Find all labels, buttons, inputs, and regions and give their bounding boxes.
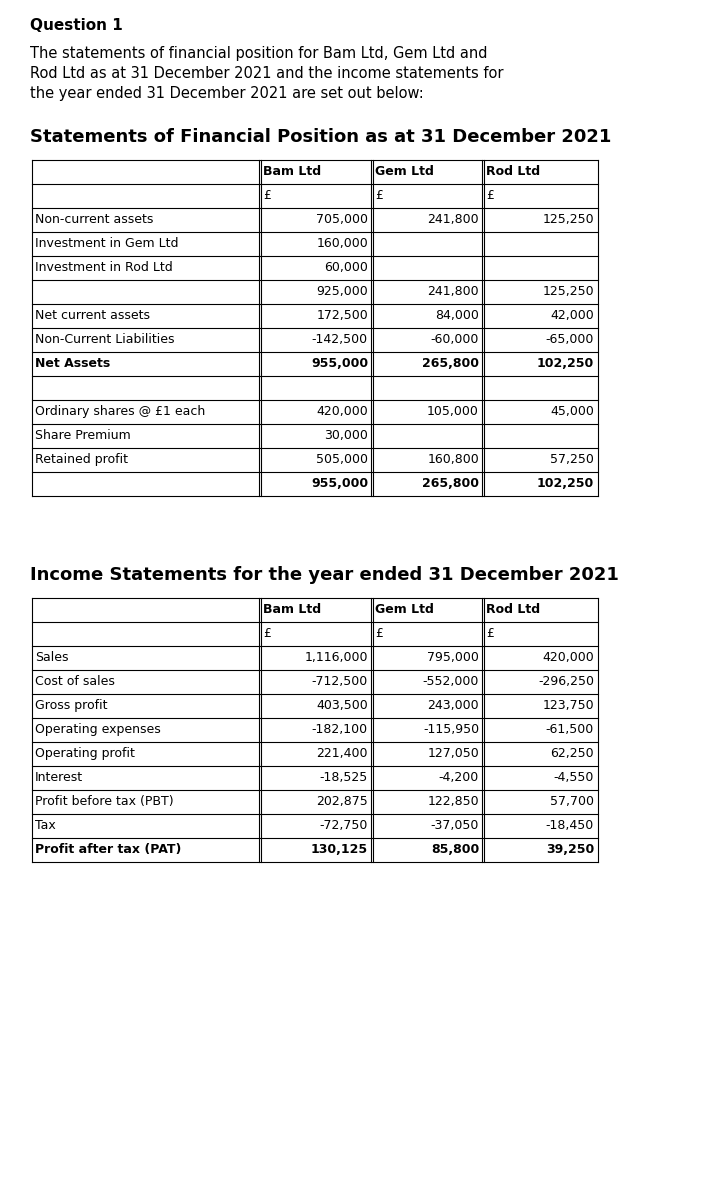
Text: -552,000: -552,000 bbox=[423, 674, 479, 688]
Text: 45,000: 45,000 bbox=[550, 404, 594, 418]
Text: £: £ bbox=[486, 188, 494, 202]
Text: 60,000: 60,000 bbox=[324, 260, 368, 274]
Text: 160,800: 160,800 bbox=[427, 452, 479, 466]
Text: Gross profit: Gross profit bbox=[35, 698, 107, 712]
Text: -4,200: -4,200 bbox=[438, 770, 479, 784]
Text: Statements of Financial Position as at 31 December 2021: Statements of Financial Position as at 3… bbox=[30, 128, 611, 146]
Text: The statements of financial position for Bam Ltd, Gem Ltd and: The statements of financial position for… bbox=[30, 46, 488, 61]
Text: 241,800: 241,800 bbox=[427, 284, 479, 298]
Text: Operating profit: Operating profit bbox=[35, 746, 135, 760]
Text: £: £ bbox=[263, 188, 271, 202]
Text: -60,000: -60,000 bbox=[431, 332, 479, 346]
Text: 221,400: 221,400 bbox=[316, 746, 368, 760]
Text: Profit after tax (PAT): Profit after tax (PAT) bbox=[35, 842, 181, 856]
Text: 57,250: 57,250 bbox=[550, 452, 594, 466]
Text: -37,050: -37,050 bbox=[431, 818, 479, 832]
Text: Tax: Tax bbox=[35, 818, 56, 832]
Text: 265,800: 265,800 bbox=[422, 476, 479, 490]
Text: 172,500: 172,500 bbox=[316, 308, 368, 322]
Text: 102,250: 102,250 bbox=[537, 358, 594, 370]
Text: -712,500: -712,500 bbox=[312, 674, 368, 688]
Text: -18,525: -18,525 bbox=[320, 770, 368, 784]
Text: 202,875: 202,875 bbox=[316, 794, 368, 808]
Text: 795,000: 795,000 bbox=[427, 650, 479, 664]
Text: 420,000: 420,000 bbox=[542, 650, 594, 664]
Text: -115,950: -115,950 bbox=[423, 722, 479, 736]
Text: -18,450: -18,450 bbox=[546, 818, 594, 832]
Text: -4,550: -4,550 bbox=[554, 770, 594, 784]
Text: 84,000: 84,000 bbox=[435, 308, 479, 322]
Text: -72,750: -72,750 bbox=[320, 818, 368, 832]
Text: 127,050: 127,050 bbox=[427, 746, 479, 760]
Text: Non-Current Liabilities: Non-Current Liabilities bbox=[35, 332, 174, 346]
Text: Interest: Interest bbox=[35, 770, 83, 784]
Text: -61,500: -61,500 bbox=[546, 722, 594, 736]
Text: 705,000: 705,000 bbox=[316, 214, 368, 226]
Text: 39,250: 39,250 bbox=[546, 842, 594, 856]
Text: Investment in Rod Ltd: Investment in Rod Ltd bbox=[35, 260, 173, 274]
Text: 122,850: 122,850 bbox=[427, 794, 479, 808]
Text: £: £ bbox=[375, 188, 383, 202]
Text: 925,000: 925,000 bbox=[316, 284, 368, 298]
Text: 123,750: 123,750 bbox=[542, 698, 594, 712]
Text: £: £ bbox=[486, 626, 494, 640]
Text: 160,000: 160,000 bbox=[316, 236, 368, 250]
Text: Non-current assets: Non-current assets bbox=[35, 214, 153, 226]
Text: 955,000: 955,000 bbox=[311, 358, 368, 370]
Text: £: £ bbox=[375, 626, 383, 640]
Text: 125,250: 125,250 bbox=[542, 284, 594, 298]
Text: Operating expenses: Operating expenses bbox=[35, 722, 161, 736]
Text: 955,000: 955,000 bbox=[311, 476, 368, 490]
Text: Income Statements for the year ended 31 December 2021: Income Statements for the year ended 31 … bbox=[30, 566, 619, 584]
Text: 420,000: 420,000 bbox=[316, 404, 368, 418]
Text: 105,000: 105,000 bbox=[427, 404, 479, 418]
Text: 505,000: 505,000 bbox=[316, 452, 368, 466]
Text: 62,250: 62,250 bbox=[551, 746, 594, 760]
Text: Gem Ltd: Gem Ltd bbox=[375, 164, 434, 178]
Text: 403,500: 403,500 bbox=[316, 698, 368, 712]
Text: Bam Ltd: Bam Ltd bbox=[263, 164, 321, 178]
Text: 125,250: 125,250 bbox=[542, 214, 594, 226]
Text: 130,125: 130,125 bbox=[311, 842, 368, 856]
Text: 1,116,000: 1,116,000 bbox=[304, 650, 368, 664]
Text: 85,800: 85,800 bbox=[431, 842, 479, 856]
Text: Investment in Gem Ltd: Investment in Gem Ltd bbox=[35, 236, 179, 250]
Text: Cost of sales: Cost of sales bbox=[35, 674, 115, 688]
Text: -142,500: -142,500 bbox=[312, 332, 368, 346]
Text: Rod Ltd: Rod Ltd bbox=[486, 602, 540, 616]
Text: 42,000: 42,000 bbox=[550, 308, 594, 322]
Text: the year ended 31 December 2021 are set out below:: the year ended 31 December 2021 are set … bbox=[30, 86, 424, 101]
Text: 241,800: 241,800 bbox=[427, 214, 479, 226]
Text: 30,000: 30,000 bbox=[324, 428, 368, 442]
Text: Bam Ltd: Bam Ltd bbox=[263, 602, 321, 616]
Text: Share Premium: Share Premium bbox=[35, 428, 131, 442]
Text: £: £ bbox=[263, 626, 271, 640]
Text: Ordinary shares @ £1 each: Ordinary shares @ £1 each bbox=[35, 404, 205, 418]
Text: 265,800: 265,800 bbox=[422, 358, 479, 370]
Text: 102,250: 102,250 bbox=[537, 476, 594, 490]
Text: -296,250: -296,250 bbox=[538, 674, 594, 688]
Text: Net Assets: Net Assets bbox=[35, 358, 110, 370]
Text: Profit before tax (PBT): Profit before tax (PBT) bbox=[35, 794, 174, 808]
Text: Gem Ltd: Gem Ltd bbox=[375, 602, 434, 616]
Text: Net current assets: Net current assets bbox=[35, 308, 150, 322]
Text: Sales: Sales bbox=[35, 650, 68, 664]
Text: Rod Ltd as at 31 December 2021 and the income statements for: Rod Ltd as at 31 December 2021 and the i… bbox=[30, 66, 503, 80]
Text: 243,000: 243,000 bbox=[427, 698, 479, 712]
Text: -65,000: -65,000 bbox=[546, 332, 594, 346]
Text: Rod Ltd: Rod Ltd bbox=[486, 164, 540, 178]
Text: Retained profit: Retained profit bbox=[35, 452, 128, 466]
Text: -182,100: -182,100 bbox=[312, 722, 368, 736]
Text: Question 1: Question 1 bbox=[30, 18, 123, 32]
Text: 57,700: 57,700 bbox=[550, 794, 594, 808]
